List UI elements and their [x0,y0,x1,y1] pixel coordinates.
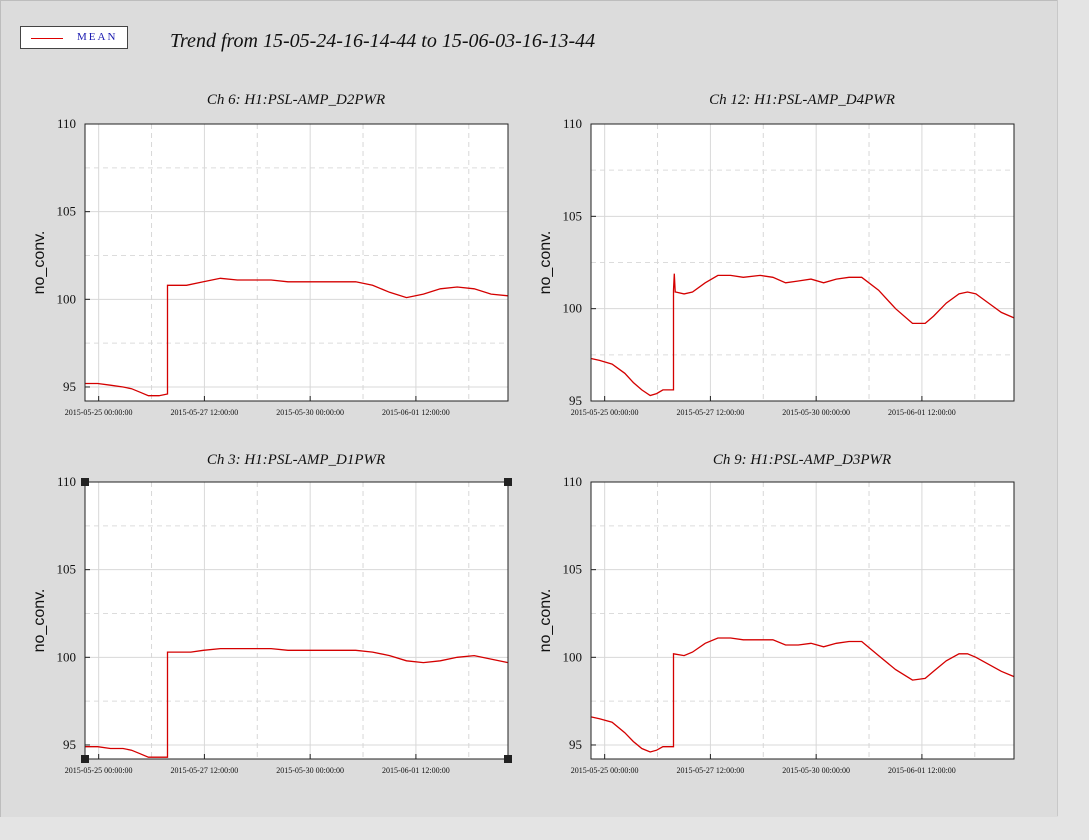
x-tick-label: 2015-06-01 12:00:00 [888,408,956,417]
y-tick-label: 95 [569,737,582,752]
series-line [590,273,1015,397]
y-tick-label: 110 [563,474,582,489]
chart-2: 95 100 105 110 2015-05-25 00:00:00 2015-05-27… [31,452,512,775]
series-line [590,637,1015,753]
legend-line-swatch [31,38,63,39]
x-tick-label: 2015-06-01 12:00:00 [888,766,956,775]
x-tick-label: 2015-06-01 12:00:00 [382,766,450,775]
y-axis-label: no_conv. [31,231,48,295]
plot-area [591,482,1014,759]
x-tick-label: 2015-05-25 00:00:00 [65,408,133,417]
x-tick-label: 2015-05-27 12:00:00 [171,766,239,775]
plot-title: Ch 9: H1:PSL-AMP_D3PWR [713,452,891,468]
plot-frame [590,481,1015,760]
selection-handle [81,478,89,486]
y-tick-label: 95 [569,393,582,408]
y-tick-label: 110 [563,116,582,131]
x-tick-label: 2015-05-27 12:00:00 [677,408,745,417]
plot-frame [84,123,509,402]
right-margin [1057,0,1089,816]
plot-frame [84,481,509,760]
x-tick-label: 2015-05-30 00:00:00 [276,408,344,417]
charts-svg: 95 100 105 110 2015-05-25 00:00:00 2015-05-27… [31,92,1015,775]
y-tick-label: 100 [563,649,583,664]
selection-handle [504,755,512,763]
series-line [85,647,509,758]
x-tick-label: 2015-05-30 00:00:00 [782,408,850,417]
x-tick-label: 2015-05-25 00:00:00 [65,766,133,775]
legend-label: MEAN [77,31,118,43]
y-tick-label: 110 [57,116,76,131]
series-line [85,277,509,397]
y-axis-label: no_conv. [537,589,554,653]
y-axis-label: no_conv. [537,231,554,295]
x-tick-label: 2015-05-30 00:00:00 [782,766,850,775]
plot-area [85,482,508,759]
chart-1: 95 100 105 110 2015-05-25 00:00:00 2015-05-27… [537,92,1015,417]
selection-handle [81,755,89,763]
plot-title: Ch 6: H1:PSL-AMP_D2PWR [207,92,385,108]
x-tick-label: 2015-05-25 00:00:00 [571,766,639,775]
x-tick-label: 2015-05-27 12:00:00 [171,408,239,417]
plot-title: Ch 12: H1:PSL-AMP_D4PWR [709,92,895,108]
main-title: Trend from 15-05-24-16-14-44 to 15-06-03… [170,30,596,52]
selection-handle [504,478,512,486]
chart-0: 95 100 105 110 2015-05-25 00:00:00 2015-05-27… [31,92,509,417]
y-tick-label: 105 [563,208,583,223]
x-tick-label: 2015-05-30 00:00:00 [276,766,344,775]
y-axis-label: no_conv. [31,589,48,653]
x-tick-label: 2015-05-27 12:00:00 [677,766,745,775]
y-tick-label: 110 [57,474,76,489]
plot-title: Ch 3: H1:PSL-AMP_D1PWR [207,452,385,468]
y-tick-label: 105 [57,562,77,577]
y-tick-label: 95 [63,737,76,752]
x-tick-label: 2015-06-01 12:00:00 [382,408,450,417]
chart-3: 95 100 105 110 2015-05-25 00:00:00 2015-05-27… [537,452,1015,775]
y-tick-label: 95 [63,379,76,394]
y-tick-label: 100 [57,649,77,664]
y-tick-label: 100 [563,301,583,316]
legend-box: MEAN [20,26,128,49]
y-tick-label: 105 [563,562,583,577]
y-tick-label: 105 [57,204,77,219]
plot-frame [590,123,1015,402]
plot-area [85,124,508,401]
x-tick-label: 2015-05-25 00:00:00 [571,408,639,417]
y-tick-label: 100 [57,291,77,306]
